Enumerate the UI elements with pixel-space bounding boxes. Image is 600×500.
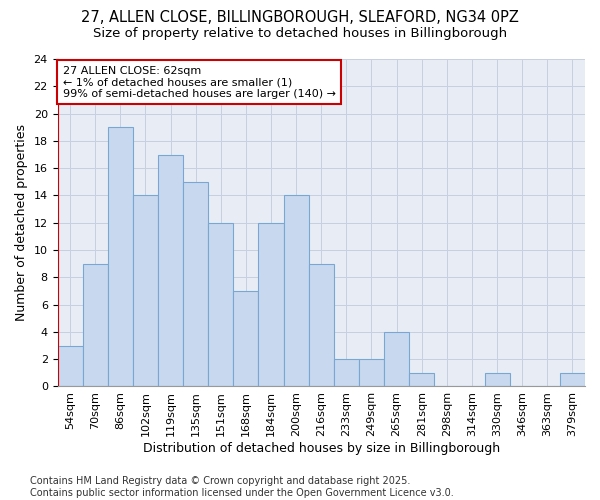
Bar [384,332,409,386]
Y-axis label: Number of detached properties: Number of detached properties [15,124,28,321]
Bar [359,359,384,386]
Bar [108,127,133,386]
Bar [158,154,183,386]
Bar [233,291,259,386]
Text: Size of property relative to detached houses in Billingborough: Size of property relative to detached ho… [93,28,507,40]
Bar [58,346,83,387]
Bar [334,359,359,386]
Text: Contains HM Land Registry data © Crown copyright and database right 2025.
Contai: Contains HM Land Registry data © Crown c… [30,476,454,498]
Bar [133,196,158,386]
Bar [183,182,208,386]
Bar [309,264,334,386]
Bar [208,222,233,386]
Text: 27 ALLEN CLOSE: 62sqm
← 1% of detached houses are smaller (1)
99% of semi-detach: 27 ALLEN CLOSE: 62sqm ← 1% of detached h… [63,66,336,98]
Bar [83,264,108,386]
Text: 27, ALLEN CLOSE, BILLINGBOROUGH, SLEAFORD, NG34 0PZ: 27, ALLEN CLOSE, BILLINGBOROUGH, SLEAFOR… [81,10,519,25]
X-axis label: Distribution of detached houses by size in Billingborough: Distribution of detached houses by size … [143,442,500,455]
Bar [560,373,585,386]
Bar [284,196,309,386]
Bar [259,222,284,386]
Bar [409,373,434,386]
Bar [485,373,509,386]
